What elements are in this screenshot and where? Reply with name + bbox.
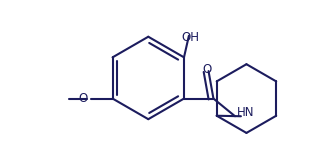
Text: O: O	[202, 63, 211, 76]
Text: HN: HN	[237, 106, 254, 119]
Text: OH: OH	[182, 31, 200, 44]
Text: O: O	[79, 92, 88, 105]
